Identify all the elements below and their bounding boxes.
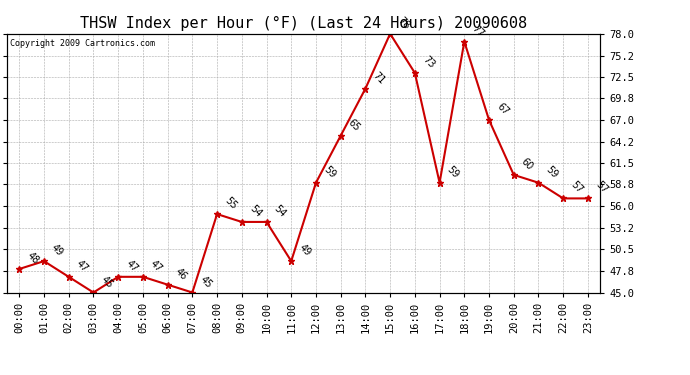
Text: 67: 67 <box>495 101 511 117</box>
Title: THSW Index per Hour (°F) (Last 24 Hours) 20090608: THSW Index per Hour (°F) (Last 24 Hours)… <box>80 16 527 31</box>
Text: 49: 49 <box>50 243 66 258</box>
Text: 45: 45 <box>99 274 115 290</box>
Text: 47: 47 <box>148 258 164 274</box>
Text: 59: 59 <box>445 164 461 180</box>
Text: 59: 59 <box>544 164 560 180</box>
Text: 77: 77 <box>470 23 486 39</box>
Text: 60: 60 <box>520 156 535 172</box>
Text: 78: 78 <box>395 15 411 31</box>
Text: 48: 48 <box>25 251 41 266</box>
Text: 57: 57 <box>569 180 584 196</box>
Text: 47: 47 <box>75 258 90 274</box>
Text: 54: 54 <box>247 203 263 219</box>
Text: 45: 45 <box>198 274 214 290</box>
Text: 54: 54 <box>272 203 288 219</box>
Text: 46: 46 <box>173 266 189 282</box>
Text: 49: 49 <box>297 243 313 258</box>
Text: 71: 71 <box>371 70 387 86</box>
Text: 59: 59 <box>322 164 337 180</box>
Text: 57: 57 <box>593 180 609 196</box>
Text: Copyright 2009 Cartronics.com: Copyright 2009 Cartronics.com <box>10 39 155 48</box>
Text: 65: 65 <box>346 117 362 133</box>
Text: 73: 73 <box>420 54 436 70</box>
Text: 55: 55 <box>223 195 239 211</box>
Text: 47: 47 <box>124 258 139 274</box>
